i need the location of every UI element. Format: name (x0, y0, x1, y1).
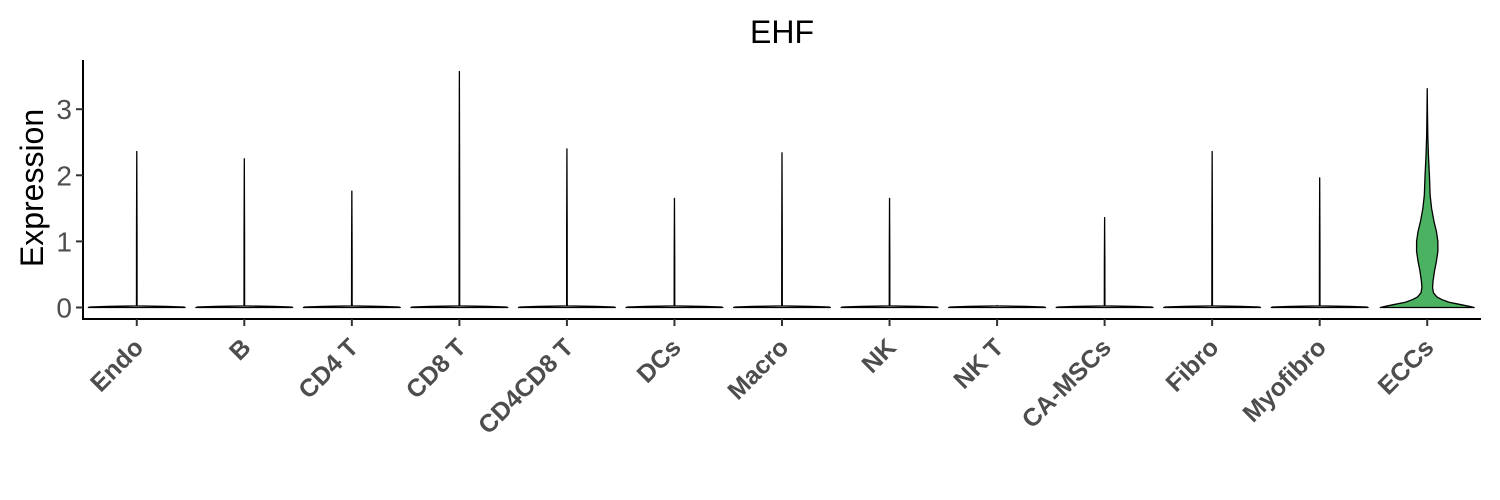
violin-macro (732, 152, 832, 309)
violin-cd8-t (410, 70, 509, 309)
violin-eccs (1379, 88, 1475, 309)
x-tick-label: Macro (722, 333, 794, 405)
violin-ca-mscs (1055, 216, 1154, 309)
violins-group (87, 70, 1475, 309)
violin-b (195, 158, 294, 309)
y-axis-label: Expression (14, 109, 50, 267)
violin-nk-t (948, 304, 1047, 309)
y-ticks-group: 0 1 2 3 (56, 94, 83, 324)
x-tick-label: DCs (632, 333, 687, 388)
violin-myofibro (1270, 177, 1369, 309)
violin-endo (87, 150, 186, 309)
x-tick-label: Endo (85, 333, 149, 397)
x-tick-label: CD4 T (293, 333, 364, 404)
violin-dcs (625, 197, 724, 309)
x-tick-label: CD4CD8 T (473, 333, 579, 439)
y-tick-label: 1 (56, 226, 72, 257)
violin-nk (840, 197, 939, 309)
x-tick-label: CD8 T (401, 333, 472, 404)
x-tick-label: ECCs (1373, 333, 1440, 400)
x-tick-label: NK T (948, 333, 1009, 394)
x-ticks-group: Endo B CD4 T CD8 T CD4CD8 T DCs Macro NK NK T CA-… (85, 319, 1439, 440)
violin-cd4cd8-t (517, 148, 616, 309)
violin-cd4-t (302, 190, 401, 309)
x-tick-label: CA-MSCs (1017, 333, 1117, 433)
violin-fibro (1163, 150, 1262, 309)
y-tick-label: 3 (56, 94, 72, 125)
x-tick-label: NK (856, 333, 901, 378)
x-tick-label: Fibro (1160, 333, 1224, 397)
x-tick-label: B (224, 333, 257, 366)
chart-title: EHF (750, 14, 814, 50)
y-tick-label: 2 (56, 160, 72, 191)
y-tick-label: 0 (56, 293, 72, 324)
x-tick-label: Myofibro (1238, 333, 1332, 427)
